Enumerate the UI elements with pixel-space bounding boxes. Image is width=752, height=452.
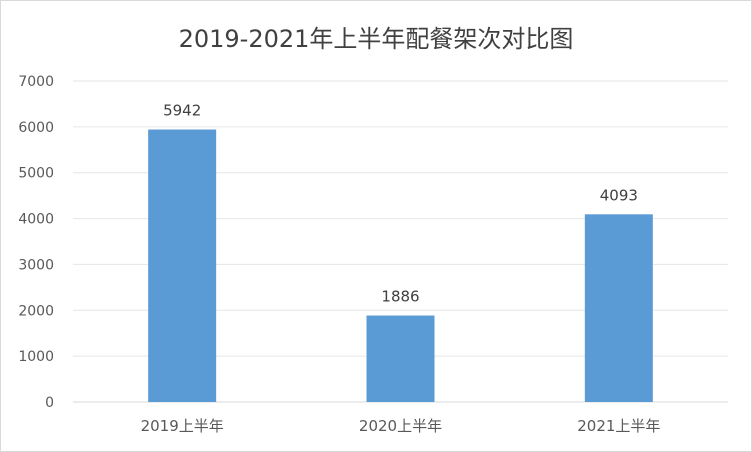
y-tick-label: 2000 <box>18 303 54 319</box>
x-tick-label: 2019上半年 <box>141 417 224 435</box>
y-tick-label: 6000 <box>18 120 54 136</box>
bar <box>148 129 217 403</box>
data-label: 4093 <box>600 186 638 204</box>
y-tick-label: 3000 <box>18 257 54 273</box>
chart-title: 2019-2021年上半年配餐架次对比图 <box>178 25 574 53</box>
y-tick-label: 5000 <box>18 166 54 182</box>
x-tick-label: 2020上半年 <box>359 417 442 435</box>
bar <box>366 315 435 402</box>
x-tick-label: 2021上半年 <box>577 417 660 435</box>
y-tick-label: 4000 <box>18 212 54 228</box>
data-label: 1886 <box>381 288 419 306</box>
y-tick-label: 1000 <box>18 349 54 365</box>
bar <box>584 214 653 402</box>
y-tick-label: 0 <box>45 395 54 411</box>
data-label: 5942 <box>163 102 201 120</box>
y-tick-label: 7000 <box>18 74 54 90</box>
